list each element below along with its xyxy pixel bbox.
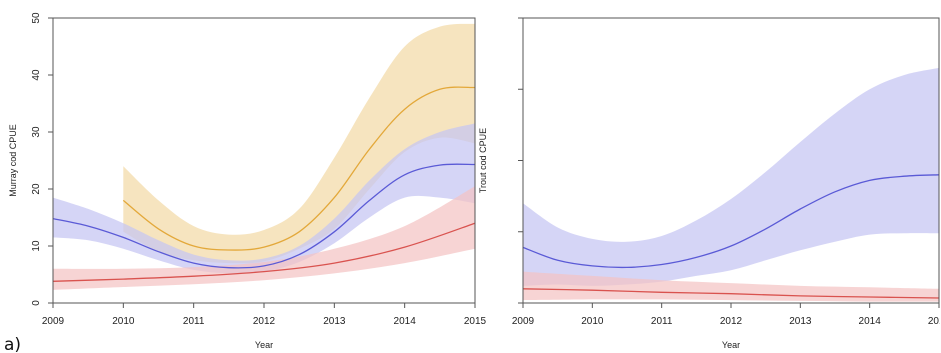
x-tick-label: 2011 — [183, 316, 205, 327]
x-tick-label: 2012 — [720, 316, 743, 327]
series-line — [522, 288, 940, 299]
confidence-bands — [523, 67, 939, 302]
confidence-bands — [53, 23, 476, 290]
panel-a: 2009 2010 2011 2012 2013 2014 2015 Year 0 10 20 30 4… — [4, 12, 487, 353]
x-tick-label: 2014 — [859, 316, 882, 327]
x-tick-label: 2015 — [464, 316, 487, 327]
x-tick-label: 2015 — [928, 316, 941, 327]
x-axis: 2009 2010 2011 2012 2013 2014 2015 Year — [512, 303, 941, 350]
y-tick-label: 20 — [31, 183, 42, 195]
series-lines — [522, 174, 940, 299]
y-tick-label: 50 — [31, 12, 42, 24]
edge-mask — [0, 320, 24, 332]
x-tick-label: 2014 — [394, 316, 417, 327]
y-tick-label: 0 — [31, 300, 42, 306]
series-line — [522, 174, 940, 269]
x-tick-label: 2009 — [512, 316, 535, 327]
y-tick-label: 10 — [31, 240, 42, 252]
x-axis: 2009 2010 2011 2012 2013 2014 2015 Year — [42, 303, 487, 350]
x-tick-label: 2009 — [42, 316, 65, 327]
panel-b: 2009201020112012201320142015Year05101520… — [478, 12, 941, 353]
confidence-band — [53, 186, 475, 290]
confidence-band — [123, 23, 476, 264]
x-tick-label: 2011 — [651, 316, 673, 327]
series-line — [122, 86, 476, 251]
confidence-band — [523, 271, 939, 302]
panel-gap — [486, 0, 512, 353]
confidence-band — [523, 67, 939, 286]
y-axis: 0 10 20 30 40 50 Murray cod CPUE — [8, 12, 53, 306]
series-line — [52, 163, 476, 269]
y-tick-label: 30 — [31, 126, 42, 138]
x-axis-label: Year — [255, 340, 273, 350]
x-tick-label: 2010 — [581, 316, 604, 327]
x-tick-label: 2012 — [253, 316, 276, 327]
series-lines — [52, 86, 476, 282]
y-axis-label: Trout cod CPUE — [478, 128, 488, 193]
x-tick-label: 2010 — [112, 316, 135, 327]
x-tick-label: 2013 — [789, 316, 812, 327]
series-line — [52, 222, 476, 282]
panel-letter: a) — [4, 335, 21, 353]
confidence-band — [53, 123, 475, 274]
x-axis-label: Year — [722, 340, 740, 350]
y-tick-label: 40 — [31, 69, 42, 81]
y-axis-label: Murray cod CPUE — [8, 124, 18, 197]
x-tick-label: 2013 — [323, 316, 346, 327]
